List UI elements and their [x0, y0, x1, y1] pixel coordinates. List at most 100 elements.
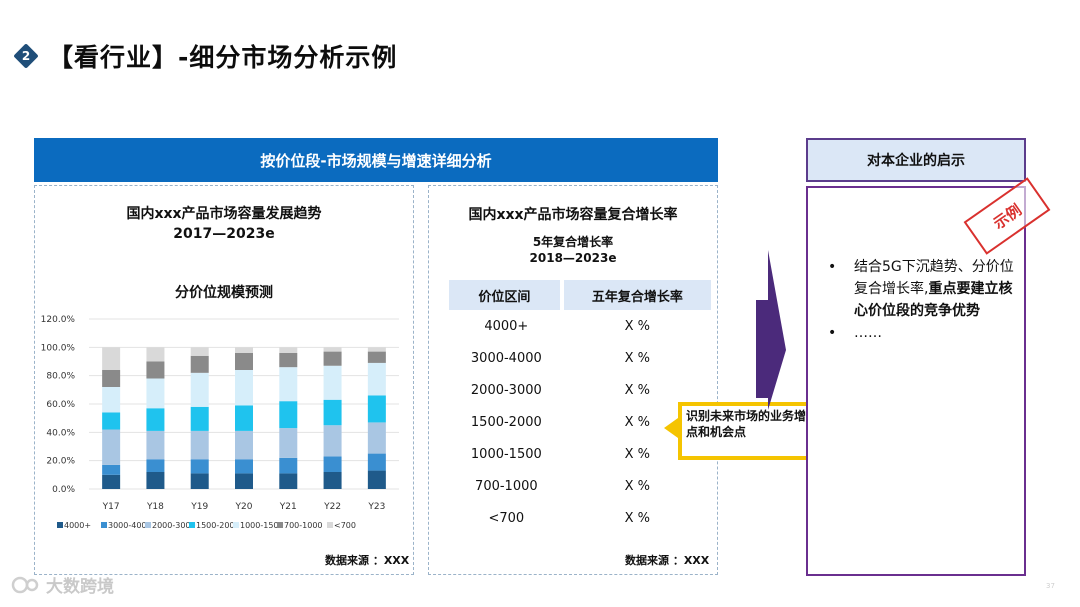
bar-segment — [367, 347, 386, 352]
bar-segment — [146, 378, 165, 409]
bar-segment — [102, 464, 121, 475]
cagr-subtitle-line1: 5年复合增长率 — [532, 235, 614, 249]
watermark: 大数跨境 — [10, 572, 114, 597]
cagr-cell: X % — [624, 350, 651, 366]
bar-segment — [367, 422, 386, 454]
bar-segment — [235, 405, 253, 431]
cagr-cell: X % — [624, 446, 651, 462]
bar-segment — [323, 399, 342, 426]
price-range-cell: 1000-1500 — [470, 446, 542, 462]
slide-title: 2 【看行业】-细分市场分析示例 — [13, 38, 397, 74]
legend-swatch — [233, 522, 239, 528]
bar-segment — [190, 430, 209, 460]
logo-icon — [11, 576, 39, 593]
bar-segment — [279, 353, 298, 368]
cagr-cell: X % — [624, 510, 651, 526]
table-row: 1000-1500 X % — [449, 438, 711, 470]
bar-segment — [279, 401, 298, 429]
bar-segment — [367, 351, 386, 363]
bar-segment — [235, 353, 253, 370]
table-row: 2000-3000 X % — [449, 374, 711, 406]
legend-swatch — [327, 522, 333, 528]
x-tick-label: Y20 — [235, 502, 253, 512]
bar-segment — [323, 351, 342, 366]
legend-swatch — [277, 522, 283, 528]
analysis-banner: 按价位段-市场规模与增速详细分析 — [34, 138, 718, 182]
bar-segment — [190, 473, 209, 489]
bar-segment — [279, 347, 298, 353]
cagr-cell: X % — [624, 382, 651, 398]
bar-segment — [146, 430, 165, 460]
bullet-text-bold: 重点要建立核心价位段的竞争优势 — [854, 281, 1013, 319]
cagr-cell: X % — [624, 414, 651, 430]
cagr-cell: X % — [624, 318, 651, 334]
x-tick-label: Y21 — [279, 502, 297, 512]
bar-segment — [102, 387, 121, 413]
legend-label: 4000+ — [64, 521, 91, 530]
table-source: 数据来源 ：XXX — [625, 554, 710, 567]
bar-segment — [279, 473, 298, 489]
y-tick-label: 100.0% — [41, 343, 76, 353]
bar-segment — [323, 347, 342, 352]
bar-segment — [146, 361, 165, 379]
section-number-badge: 2 — [13, 43, 39, 69]
bar-segment — [323, 472, 342, 489]
bar-segment — [102, 429, 121, 465]
y-tick-label: 40.0% — [46, 428, 75, 438]
x-tick-label: Y17 — [102, 502, 120, 512]
bar-segment — [102, 474, 121, 489]
table-row: 700-1000 X % — [449, 470, 711, 502]
bar-segment — [367, 395, 386, 423]
x-tick-label: Y18 — [146, 502, 164, 512]
trend-years: 2017—2023e — [173, 226, 275, 242]
bar-segment — [235, 370, 253, 406]
price-range-cell: 3000-4000 — [470, 350, 542, 366]
cagr-title: 国内xxx产品市场容量复合增长率 — [468, 207, 678, 223]
table-row: 3000-4000 X % — [449, 342, 711, 374]
table-row: <700 X % — [449, 502, 711, 534]
price-range-cell: <700 — [488, 510, 525, 526]
bullet-text-normal: 结合5G下沉趋势、分价位复合增长率, — [854, 259, 1014, 297]
bullet-text-ellipsis: …… — [854, 325, 882, 341]
col-header-price-range: 价位区间 — [449, 280, 564, 310]
bar-segment — [279, 457, 298, 474]
legend-swatch — [57, 522, 63, 528]
price-range-cell: 700-1000 — [475, 478, 538, 494]
y-tick-label: 0.0% — [52, 485, 75, 495]
table-row: 1500-2000 X % — [449, 406, 711, 438]
price-range-cell: 2000-3000 — [470, 382, 542, 398]
legend-label: 1000-1500 — [240, 521, 284, 530]
stacked-bar-chart: 0.0% 20.0% 40.0% 60.0% 80.0% 100.0% 120.0% Y17 Y… — [41, 315, 399, 530]
y-tick-label: 80.0% — [46, 372, 75, 382]
col-header-cagr: 五年复合增长率 — [563, 280, 711, 310]
legend-swatch — [101, 522, 107, 528]
bar-segment — [146, 472, 165, 489]
bar-segment — [102, 347, 121, 370]
y-tick-label: 20.0% — [46, 457, 75, 467]
bar-segment — [146, 459, 165, 472]
bar-segment — [323, 425, 342, 457]
legend-label: 700-1000 — [284, 521, 323, 530]
chart-title: 分价位规模预测 — [175, 285, 273, 301]
legend-swatch — [145, 522, 151, 528]
bar-segment — [367, 470, 386, 489]
price-range-cell: 1500-2000 — [470, 414, 542, 430]
cagr-table: 价位区间 五年复合增长率 4000+ X % 3000-4000 X % 2000-… — [449, 280, 711, 534]
implications-header: 对本企业的启示 — [806, 138, 1026, 182]
bar-segment — [146, 408, 165, 431]
legend-label: 2000-3000 — [152, 521, 196, 530]
x-tick-label: Y19 — [190, 502, 208, 512]
implications-list: 结合5G下沉趋势、分价位复合增长率,重点要建立核心价位段的竞争优势 …… — [824, 256, 1020, 344]
bar-segment — [235, 347, 253, 353]
bar-segment — [190, 347, 209, 356]
insight-callout: 识别未来市场的业务增长点和机会点 — [664, 402, 826, 460]
cagr-subtitle-line2: 2018—2023e — [529, 251, 617, 265]
cagr-cell: X % — [624, 478, 651, 494]
legend-label: 1500-2000 — [196, 521, 240, 530]
y-tick-label: 60.0% — [46, 400, 75, 410]
list-item: 结合5G下沉趋势、分价位复合增长率,重点要建立核心价位段的竞争优势 — [824, 256, 1020, 322]
bar-segment — [367, 453, 386, 471]
chart-source: 数据来源 ：XXX — [325, 554, 410, 567]
bar-segment — [102, 412, 121, 430]
bar-segment — [235, 430, 253, 460]
